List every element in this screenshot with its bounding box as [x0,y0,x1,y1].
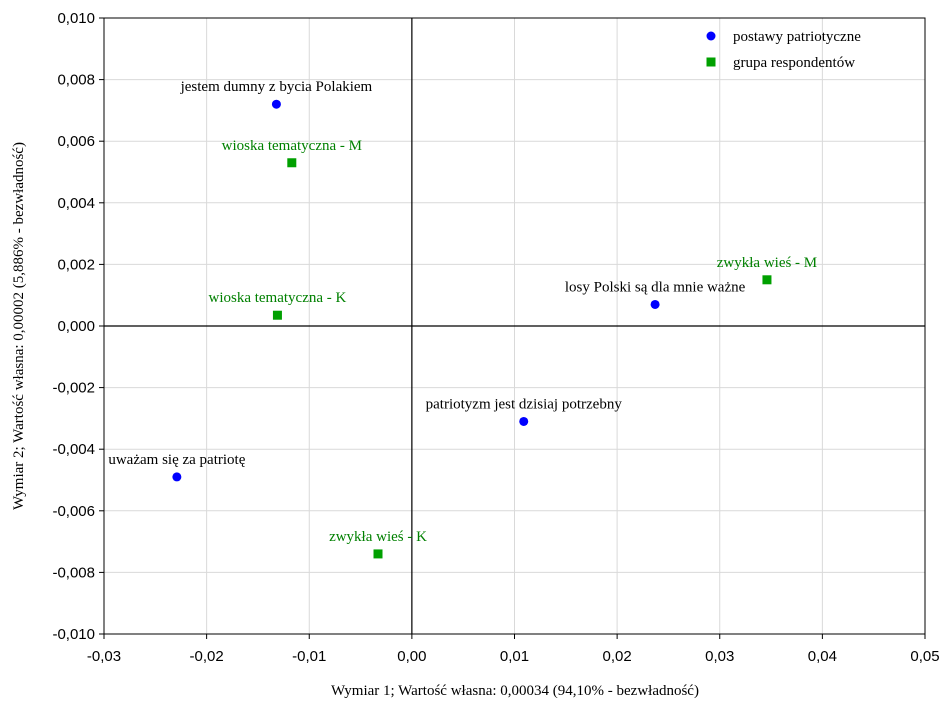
x-tick-label: 0,04 [808,648,837,665]
zero-lines [104,18,925,634]
y-tick-label: -0,010 [52,626,95,643]
y-tick-label: -0,002 [52,380,95,397]
point-label: uważam się za patriotę [108,452,245,468]
x-axis-title: Wymiar 1; Wartość własna: 0,00034 (94,10… [331,683,699,699]
point-label: losy Polski są dla mnie ważne [565,279,746,295]
point-label: wioska tematyczna - K [208,290,346,306]
point-marker [271,99,281,109]
point-label: zwykła wieś - M [717,255,817,271]
x-axis-ticks: -0,03 -0,02 -0,01 0,00 0,01 0,02 0,03 0,04 0,05 [87,634,940,665]
point-marker [172,472,182,482]
y-tick-label: 0,004 [57,195,95,212]
point-marker [650,299,660,309]
x-tick-label: 0,01 [500,648,529,665]
x-tick-label: 0,03 [705,648,734,665]
point-label: jestem dumny z bycia Polakiem [180,79,373,95]
x-tick-label: -0,01 [292,648,326,665]
grid-lines [103,17,926,635]
point-marker [373,549,383,559]
y-tick-label: 0,006 [57,133,95,150]
point-marker [287,158,297,168]
y-tick-label: 0,002 [57,256,95,273]
y-tick-label: 0,000 [57,318,95,335]
x-tick-label: 0,02 [603,648,632,665]
point-label: zwykła wieś - K [329,529,427,545]
legend: postawy patriotyczne grupa respondentów [706,29,861,71]
x-tick-label: -0,03 [87,648,121,665]
legend-label: grupa respondentów [733,55,855,71]
y-tick-label: 0,008 [57,72,95,89]
y-axis-ticks: 0,010 0,008 0,006 0,004 0,002 0,000 -0,002 -0,0… [52,10,104,643]
legend-marker [706,31,716,41]
point-marker [762,275,772,285]
y-tick-label: -0,008 [52,564,95,581]
x-tick-label: -0,02 [190,648,224,665]
y-tick-label: -0,006 [52,503,95,520]
x-tick-label: 0,00 [397,648,426,665]
legend-marker [706,57,716,67]
point-label: wioska tematyczna - M [222,138,362,154]
y-axis-title: Wymiar 2; Wartość własna: 0,00002 (5,886… [11,142,27,510]
data-points: jestem dumny z bycia Polakiem losy Polski… [108,79,817,559]
legend-label: postawy patriotyczne [733,29,861,45]
y-tick-label: 0,010 [57,10,95,27]
point-label: patriotyzm jest dzisiaj potrzebny [426,396,623,412]
y-tick-label: -0,004 [52,441,95,458]
x-tick-label: 0,05 [910,648,939,665]
point-marker [519,416,529,426]
point-marker [272,310,282,320]
